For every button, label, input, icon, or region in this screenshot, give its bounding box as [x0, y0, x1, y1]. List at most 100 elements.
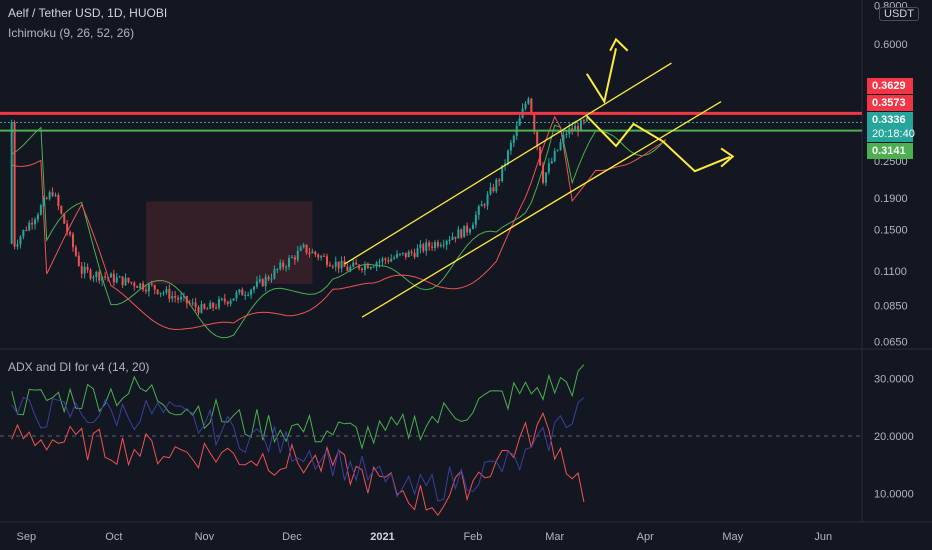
candle-body	[311, 251, 314, 254]
price-tag-red-level: 0.3573	[867, 95, 913, 111]
candle-body	[180, 296, 183, 300]
candle-body	[562, 135, 565, 143]
ichimoku-label: Ichimoku (9, 26, 52, 26)	[8, 26, 135, 40]
candle-body	[229, 300, 232, 304]
candle-body	[571, 128, 574, 131]
candle-body	[299, 247, 302, 251]
candle-body	[565, 133, 568, 136]
candle-body	[355, 262, 358, 265]
indicator-tick-label: 30.0000	[874, 374, 914, 386]
candle-body	[489, 187, 492, 195]
candle-body	[582, 120, 585, 122]
candle-body	[241, 289, 244, 296]
candle-body	[530, 98, 533, 115]
channel-upper-line	[344, 62, 672, 265]
candle-body	[258, 279, 261, 282]
candle-body	[252, 286, 255, 290]
candle-body	[366, 264, 369, 269]
candle-body	[290, 256, 293, 258]
candle-body	[492, 187, 495, 192]
candle-body	[325, 256, 328, 265]
candle-body	[401, 252, 404, 254]
candle-body	[74, 247, 77, 256]
candle-body	[104, 276, 107, 278]
candle-body	[509, 142, 512, 151]
candle-body	[512, 135, 515, 143]
candle-body	[547, 163, 550, 173]
candle-body	[463, 225, 466, 238]
candle-body	[66, 223, 69, 233]
di-minus-line	[11, 411, 585, 517]
time-tick-label: 2021	[370, 531, 394, 543]
candle-body	[288, 257, 291, 267]
candle-body	[244, 294, 247, 296]
candle-body	[372, 266, 375, 268]
candle-body	[276, 268, 279, 270]
candle-body	[223, 298, 226, 302]
candle-body	[124, 277, 127, 286]
candle-body	[504, 163, 507, 166]
candle-body	[153, 285, 156, 290]
candle-body	[92, 276, 95, 279]
candle-body	[539, 146, 542, 166]
bullish-arrow-head	[609, 37, 629, 52]
candle-body	[109, 273, 112, 278]
time-tick-label: Sep	[16, 531, 36, 543]
candle-body	[340, 260, 343, 269]
candle-body	[112, 273, 115, 283]
candle-body	[118, 276, 121, 278]
candle-body	[317, 254, 320, 258]
candle-body	[542, 165, 545, 183]
candle-body	[331, 266, 334, 268]
candle-body	[133, 282, 136, 287]
candle-body	[77, 255, 80, 267]
candle-body	[466, 225, 469, 233]
candle-body	[378, 261, 381, 263]
candle-body	[559, 142, 562, 150]
candle-body	[506, 150, 509, 164]
time-tick-label: Apr	[637, 531, 654, 543]
candle-body	[16, 244, 19, 247]
candle-body	[363, 264, 366, 271]
price-tag-last: 0.3336 20:18:40	[867, 112, 915, 142]
candle-body	[579, 120, 582, 132]
candle-body	[282, 262, 285, 267]
candle-body	[206, 308, 209, 310]
time-tick-label: May	[722, 531, 743, 543]
candle-body	[393, 257, 396, 259]
price-tick-label: 0.1100	[874, 266, 907, 278]
candle-body	[156, 289, 159, 294]
candle-body	[39, 205, 42, 215]
candle-body	[232, 298, 235, 301]
countdown-value: 20:18:40	[872, 128, 915, 140]
trend-channel	[344, 37, 735, 318]
candle-body	[585, 118, 588, 121]
candle-body	[486, 194, 489, 206]
candle-body	[69, 232, 72, 235]
candle-body	[320, 256, 323, 258]
price-tag-red-top: 0.3629	[867, 78, 913, 94]
candle-body	[480, 204, 483, 207]
last-price-value: 0.3336	[872, 114, 906, 126]
candle-body	[142, 283, 145, 290]
candle-body	[226, 301, 229, 304]
candle-body	[474, 214, 477, 225]
candle-body	[471, 224, 474, 230]
candle-body	[410, 251, 413, 253]
candle-body	[361, 268, 364, 271]
candle-body	[328, 264, 331, 267]
candle-body	[358, 264, 361, 269]
candle-body	[352, 262, 355, 267]
candle-body	[130, 282, 133, 284]
candle-body	[255, 281, 258, 287]
candle-body	[220, 298, 223, 300]
currency-unit-button[interactable]: USDT	[879, 7, 919, 21]
candle-body	[495, 179, 498, 192]
candle-body	[25, 229, 28, 231]
candle-body	[162, 292, 165, 294]
candle-body	[416, 248, 419, 257]
candle-body	[445, 240, 448, 245]
price-tag-green-level: 0.3141	[867, 143, 913, 159]
candle-body	[31, 222, 34, 225]
